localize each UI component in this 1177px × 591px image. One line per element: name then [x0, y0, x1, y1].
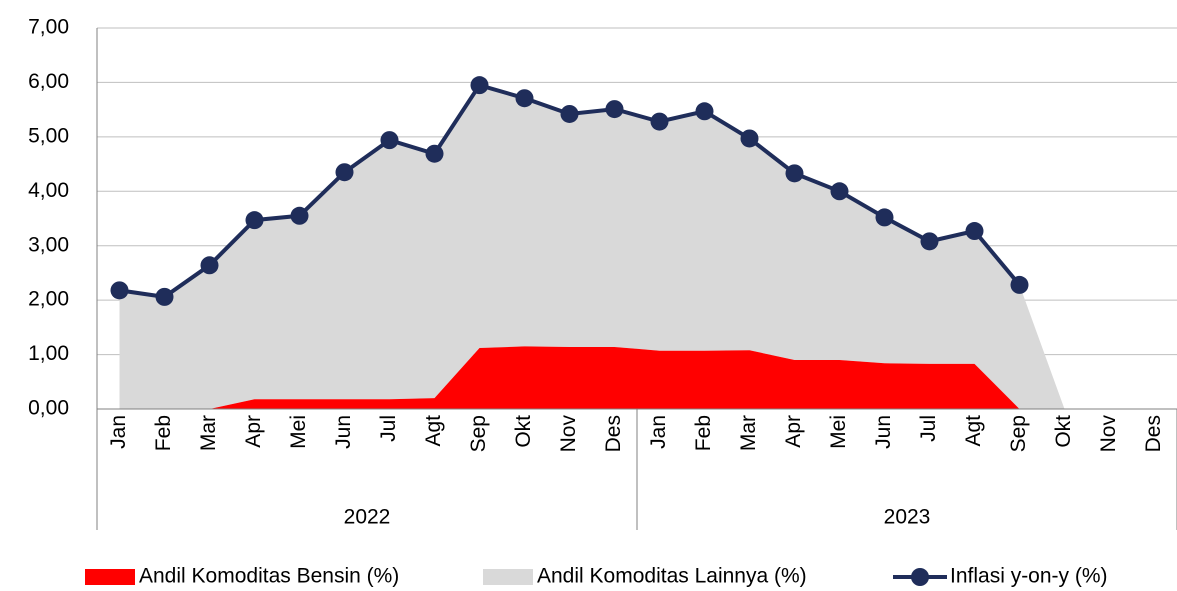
- y-tick-label: 5,00: [28, 124, 69, 147]
- y-tick-label: 0,00: [28, 397, 69, 420]
- group-label: 2023: [884, 506, 931, 529]
- marker: [335, 163, 354, 182]
- legend-label: Andil Komoditas Bensin (%): [139, 565, 399, 588]
- x-tick-label: Mar: [737, 415, 760, 451]
- marker: [785, 164, 804, 183]
- group-label: 2022: [344, 506, 391, 529]
- x-tick-label: Agt: [422, 415, 445, 447]
- x-tick-label: Nov: [557, 415, 580, 453]
- y-tick-label: 3,00: [28, 233, 69, 256]
- x-tick-label: Jul: [917, 415, 940, 442]
- marker: [605, 100, 624, 119]
- y-tick-label: 2,00: [28, 288, 69, 311]
- x-tick-label: Feb: [152, 415, 175, 451]
- x-tick-label: Apr: [242, 415, 265, 448]
- x-tick-label: Apr: [782, 415, 805, 448]
- x-tick-label: Jan: [107, 415, 130, 449]
- marker: [650, 112, 669, 131]
- marker: [200, 256, 219, 275]
- marker: [470, 76, 489, 95]
- x-tick-label: Agt: [962, 415, 985, 447]
- x-tick-label: Sep: [1007, 415, 1030, 452]
- y-tick-label: 7,00: [28, 16, 69, 39]
- marker: [110, 281, 129, 300]
- legend-marker: [911, 568, 929, 586]
- marker: [875, 208, 894, 227]
- marker: [830, 182, 849, 201]
- x-tick-label: Mei: [287, 415, 310, 449]
- area: [119, 346, 1065, 409]
- x-tick-label: Jun: [872, 415, 895, 449]
- marker: [560, 104, 579, 123]
- marker: [965, 222, 984, 241]
- y-tick-label: 4,00: [28, 179, 69, 202]
- x-tick-label: Feb: [692, 415, 715, 451]
- y-tick-label: 1,00: [28, 342, 69, 365]
- legend-swatch: [85, 569, 135, 585]
- marker: [515, 89, 534, 108]
- x-tick-label: Okt: [512, 415, 535, 448]
- x-tick-label: Des: [1142, 415, 1165, 452]
- x-tick-label: Jul: [377, 415, 400, 442]
- marker: [290, 206, 309, 225]
- marker: [380, 131, 399, 150]
- x-tick-label: Mar: [197, 415, 220, 451]
- x-tick-label: Jan: [647, 415, 670, 449]
- x-tick-label: Sep: [467, 415, 490, 452]
- marker: [245, 211, 264, 230]
- y-tick-label: 6,00: [28, 70, 69, 93]
- x-tick-label: Mei: [827, 415, 850, 449]
- x-tick-label: Jun: [332, 415, 355, 449]
- x-tick-label: Nov: [1097, 415, 1120, 453]
- legend-label: Inflasi y-on-y (%): [950, 565, 1108, 588]
- marker: [1010, 275, 1029, 294]
- marker: [425, 144, 444, 163]
- legend-swatch: [483, 569, 533, 585]
- marker: [740, 129, 759, 148]
- marker: [155, 287, 174, 306]
- x-tick-label: Des: [602, 415, 625, 452]
- x-tick-label: Okt: [1052, 415, 1075, 448]
- legend-label: Andil Komoditas Lainnya (%): [537, 565, 807, 588]
- marker: [695, 102, 714, 121]
- marker: [920, 232, 939, 251]
